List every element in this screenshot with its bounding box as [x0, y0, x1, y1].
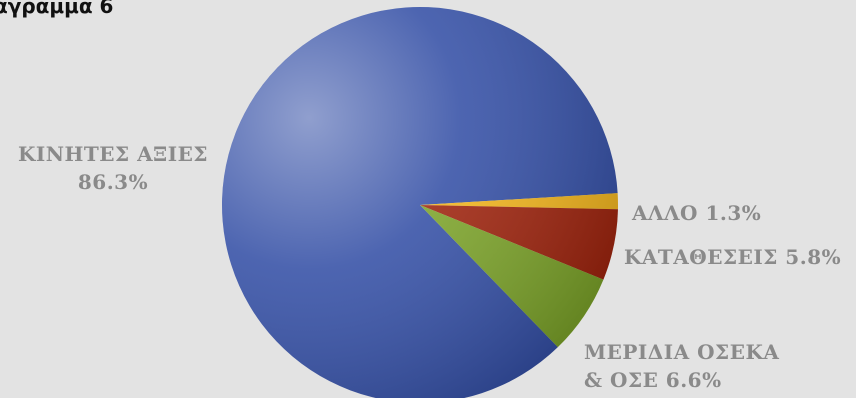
slice-label-kinites-axies-line1: ΚΙΝΗΤΕΣ ΑΞΙΕΣ: [18, 142, 208, 166]
chart-title: αγραμμα 6: [0, 0, 114, 18]
slice-label-kinites-axies: ΚΙΝΗΤΕΣ ΑΞΙΕΣ 86.3%: [18, 140, 208, 196]
slice-label-katatheseis-line1: ΚΑΤΑΘΕΣΕΙΣ 5.8%: [624, 245, 842, 269]
slice-label-meridia-oseka-line2: & ΟΣΕ 6.6%: [584, 368, 722, 392]
slice-label-allo: ΑΛΛΟ 1.3%: [632, 199, 761, 227]
slice-label-allo-line1: ΑΛΛΟ 1.3%: [632, 201, 762, 225]
slice-label-katatheseis: ΚΑΤΑΘΕΣΕΙΣ 5.8%: [624, 243, 841, 271]
slice-label-kinites-axies-line2: 86.3%: [77, 170, 149, 194]
slice-label-meridia-oseka-line1: ΜΕΡΙΔΙΑ ΟΣΕΚΑ: [584, 340, 780, 364]
slice-label-meridia-oseka: ΜΕΡΙΔΙΑ ΟΣΕΚΑ & ΟΣΕ 6.6%: [584, 338, 779, 394]
